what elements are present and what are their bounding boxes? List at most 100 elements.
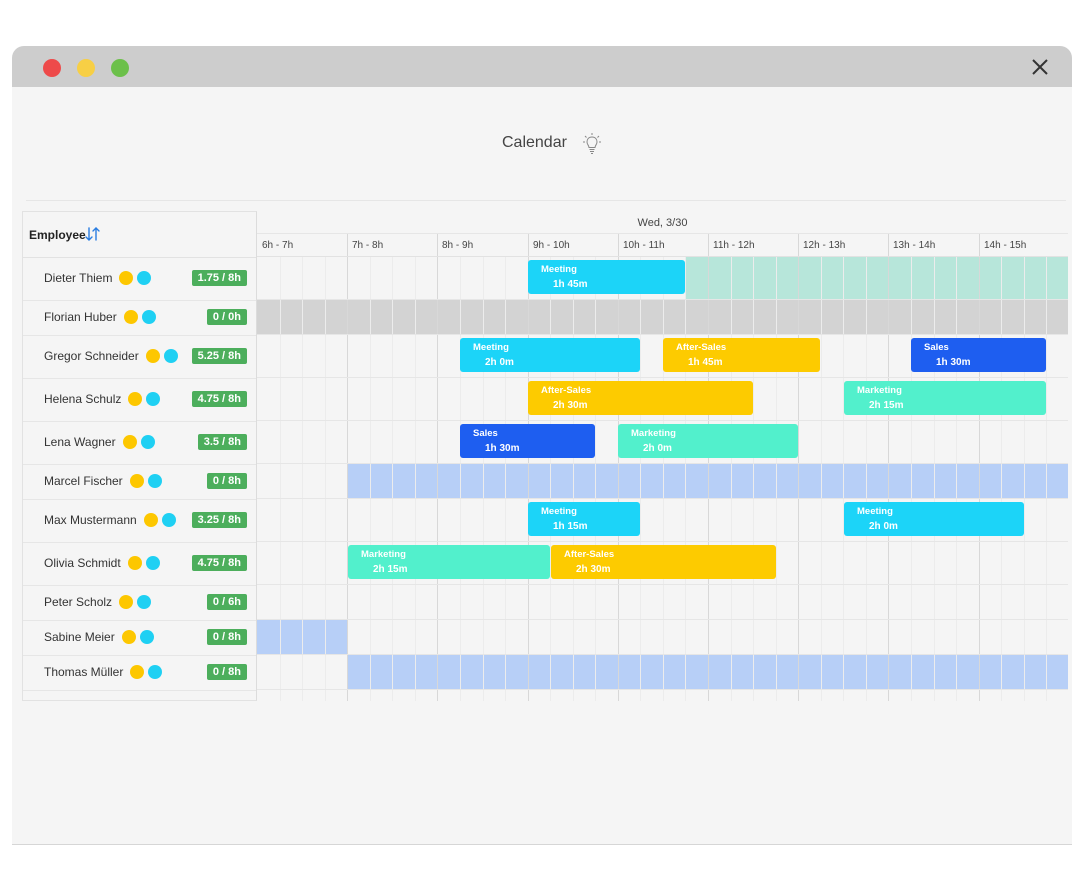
employee-name: Marcel Fischer	[44, 474, 162, 489]
employee-row[interactable]: Max Mustermann 3.25 / 8h	[23, 499, 256, 543]
quarter-gridline	[1024, 256, 1025, 701]
employee-row[interactable]: Dieter Thiem 1.75 / 8h	[23, 257, 256, 301]
quarter-gridline	[821, 256, 822, 701]
cyan-status-dot-icon	[146, 391, 161, 406]
event-label: Meeting	[541, 506, 577, 517]
hour-label: 6h - 7h	[262, 240, 294, 251]
row-gridline	[257, 377, 1068, 378]
employee-name: Max Mustermann	[44, 513, 176, 528]
employee-row[interactable]: Florian Huber 0 / 0h	[23, 300, 256, 336]
event-marketing[interactable]: Marketing 2h 15m	[844, 381, 1046, 415]
quarter-gridline	[415, 256, 416, 701]
title-bar	[12, 46, 1072, 87]
yellow-status-dot-icon	[123, 309, 138, 324]
event-duration: 2h 15m	[373, 564, 408, 575]
event-label: Meeting	[857, 506, 893, 517]
event-meeting[interactable]: Meeting 2h 0m	[460, 338, 640, 372]
event-label: Sales	[473, 428, 498, 439]
employee-name-text: Florian Huber	[44, 309, 117, 324]
event-label: Sales	[924, 342, 949, 353]
hours-badge: 3.5 / 8h	[197, 433, 247, 450]
employee-row[interactable]: Olivia Schmidt 4.75 / 8h	[23, 542, 256, 586]
cyan-status-dot-icon	[139, 629, 154, 644]
event-marketing[interactable]: Marketing 2h 0m	[618, 424, 798, 458]
employee-row[interactable]: Sabine Meier 0 / 8h	[23, 620, 256, 656]
quarter-gridline	[302, 256, 303, 701]
day-label: Wed, 3/30	[637, 217, 688, 229]
hours-badge: 1.75 / 8h	[191, 269, 247, 286]
row-gridline	[257, 689, 1068, 690]
hours-badge: 3.25 / 8h	[191, 511, 247, 528]
close-icon[interactable]	[1030, 57, 1050, 77]
employee-row[interactable]: Lena Wagner 3.5 / 8h	[23, 421, 256, 465]
event-duration: 2h 30m	[576, 564, 611, 575]
yellow-status-dot-icon	[145, 348, 160, 363]
employee-row[interactable]: Gregor Schneider 5.25 / 8h	[23, 335, 256, 379]
quarter-gridline	[370, 256, 371, 701]
employee-header-label: Employee	[29, 228, 86, 242]
quarter-gridline	[483, 256, 484, 701]
hour-label: 11h - 12h	[713, 240, 755, 251]
employee-name: Dieter Thiem	[44, 270, 152, 286]
hour-label: 9h - 10h	[533, 240, 570, 251]
window-maximize-dot[interactable]	[111, 59, 129, 77]
cyan-status-dot-icon	[145, 555, 160, 570]
cyan-status-dot-icon	[140, 434, 155, 449]
event-label: After-Sales	[564, 549, 615, 560]
quarter-gridline	[663, 256, 664, 701]
event-sales[interactable]: Sales 1h 30m	[460, 424, 595, 458]
quarter-gridline	[1046, 256, 1047, 701]
employee-column-header[interactable]: Employee	[23, 212, 256, 258]
event-sales[interactable]: Sales 1h 30m	[911, 338, 1046, 372]
row-gridline	[257, 541, 1068, 542]
status-badges	[118, 629, 154, 645]
event-after[interactable]: After-Sales 2h 30m	[528, 381, 753, 415]
event-meeting[interactable]: Meeting 1h 45m	[528, 260, 685, 294]
hour-gridline	[618, 234, 619, 701]
hours-badge: 0 / 6h	[206, 593, 247, 610]
hour-label: 8h - 9h	[442, 240, 474, 251]
event-after[interactable]: After-Sales 2h 30m	[551, 545, 776, 579]
quarter-gridline	[731, 256, 732, 701]
event-duration: 1h 45m	[688, 357, 723, 368]
hour-gridline	[798, 234, 799, 701]
employee-name-text: Dieter Thiem	[44, 270, 113, 285]
hour-gridline	[437, 234, 438, 701]
event-meeting[interactable]: Meeting 2h 0m	[844, 502, 1024, 536]
employee-row[interactable]: Thomas Müller 0 / 8h	[23, 655, 256, 691]
event-after[interactable]: After-Sales 1h 45m	[663, 338, 820, 372]
row-gridline	[257, 463, 1068, 464]
quarter-gridline	[505, 256, 506, 701]
lightbulb-icon[interactable]	[582, 132, 602, 156]
hour-gridline	[979, 234, 980, 701]
employee-column: Employee Dieter Thiem 1.75 / 8h Florian Hu…	[22, 211, 257, 701]
employee-row[interactable]: Peter Scholz 0 / 6h	[23, 585, 256, 621]
event-label: Marketing	[361, 549, 406, 560]
event-duration: 1h 15m	[553, 521, 588, 532]
timeline: Wed, 3/30 6h - 7h 7h - 8h 8h - 9h 9h - 10h 1…	[257, 211, 1068, 701]
cyan-status-dot-icon	[141, 309, 156, 324]
cyan-status-dot-icon	[147, 473, 162, 488]
quarter-gridline	[460, 256, 461, 701]
employee-row[interactable]: Marcel Fischer 0 / 8h	[23, 464, 256, 500]
status-badges	[119, 434, 155, 450]
row-gridline	[257, 498, 1068, 499]
hour-gridline	[708, 234, 709, 701]
event-meeting[interactable]: Meeting 1h 15m	[528, 502, 640, 536]
cyan-status-dot-icon	[148, 664, 163, 679]
employee-name-text: Max Mustermann	[44, 512, 137, 527]
employee-row[interactable]: Helena Schulz 4.75 / 8h	[23, 378, 256, 422]
yellow-status-dot-icon	[127, 555, 142, 570]
quarter-gridline	[866, 256, 867, 701]
status-badges	[126, 473, 162, 489]
hours-badge: 5.25 / 8h	[191, 347, 247, 364]
employee-name: Florian Huber	[44, 310, 156, 325]
hours-badge: 0 / 8h	[206, 472, 247, 489]
quarter-gridline	[753, 256, 754, 701]
calendar-grid: Employee Dieter Thiem 1.75 / 8h Florian Hu…	[22, 211, 1068, 701]
window-minimize-dot[interactable]	[77, 59, 95, 77]
sort-arrows-icon[interactable]	[84, 225, 102, 243]
status-badges	[142, 348, 178, 364]
event-marketing[interactable]: Marketing 2h 15m	[348, 545, 550, 579]
window-close-dot[interactable]	[43, 59, 61, 77]
